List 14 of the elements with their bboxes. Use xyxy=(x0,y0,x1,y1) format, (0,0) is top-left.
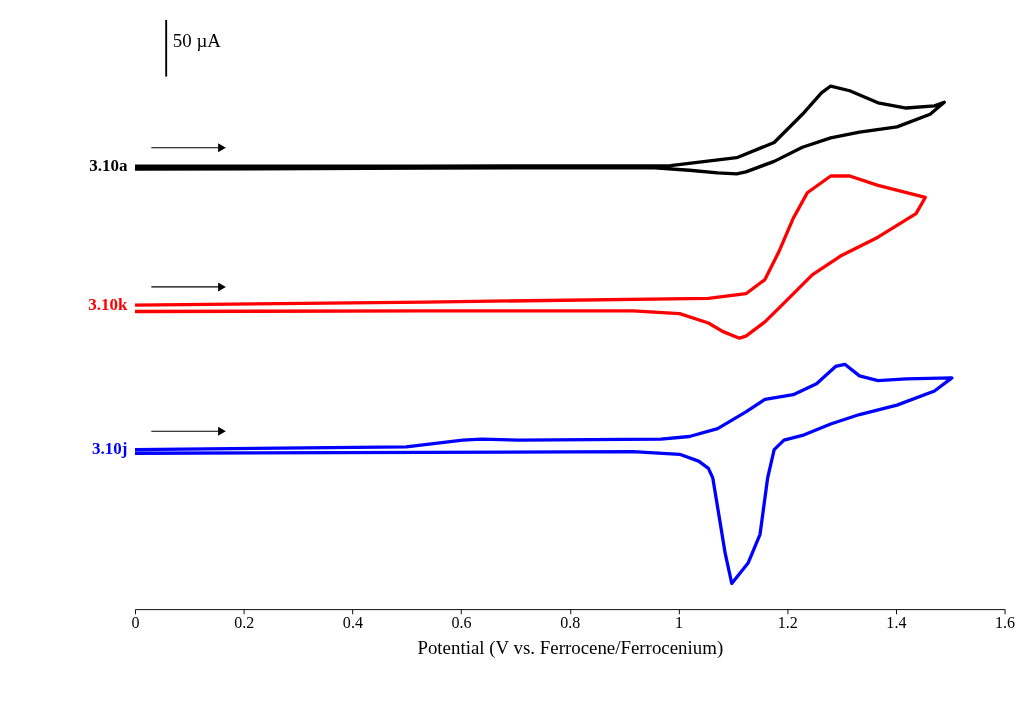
x-tick-label: 1 xyxy=(674,614,684,632)
x-tick-label: 0.8 xyxy=(560,614,581,632)
series-label: 3.10j xyxy=(92,439,128,459)
text: 50 µA xyxy=(172,30,222,52)
x-tick-label: 0.6 xyxy=(451,614,472,632)
x-axis-title: Potential (V vs. Ferrocene/Ferrocenium) xyxy=(417,636,724,659)
series-label: 3.10k xyxy=(88,294,129,314)
x-tick-label: 0.2 xyxy=(234,614,255,632)
series-label: 3.10a xyxy=(89,155,128,175)
x-tick-label: 1.4 xyxy=(886,614,907,632)
x-tick-label: 1.6 xyxy=(995,614,1016,632)
x-tick-label: 0 xyxy=(131,614,140,632)
x-tick-label: 1.2 xyxy=(777,614,798,632)
x-tick-label: 0.4 xyxy=(342,614,363,632)
